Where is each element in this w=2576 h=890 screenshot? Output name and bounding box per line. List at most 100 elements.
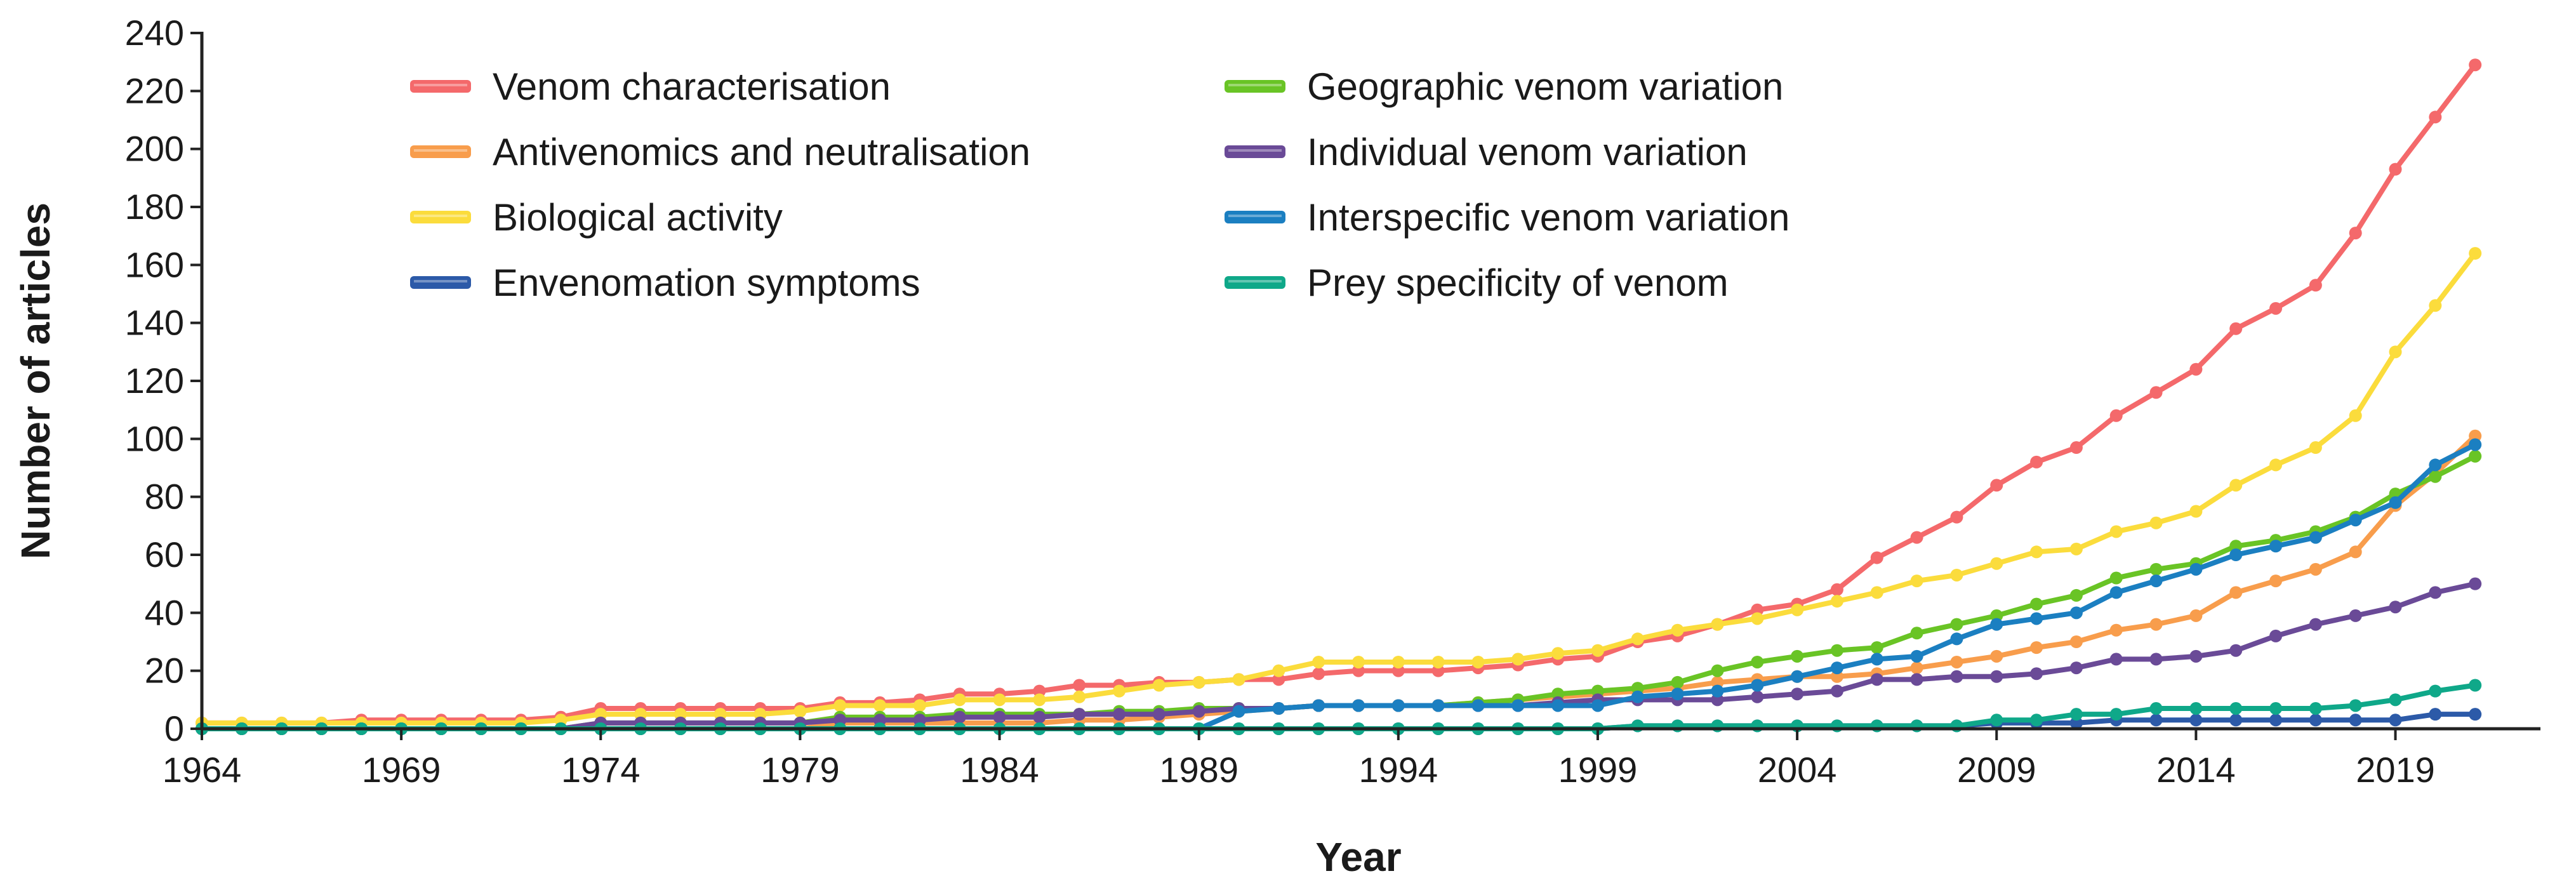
data-point xyxy=(2069,661,2083,675)
series-line xyxy=(199,442,2478,731)
data-point xyxy=(2389,693,2402,707)
data-point xyxy=(2389,163,2402,176)
data-point xyxy=(1631,632,1644,646)
data-point xyxy=(1591,644,1604,657)
data-point xyxy=(2069,708,2083,721)
data-point xyxy=(2429,470,2442,483)
data-point xyxy=(1751,603,1764,616)
data-point xyxy=(1830,583,1843,596)
data-point xyxy=(1671,675,1684,689)
legend-swatch xyxy=(1225,211,1285,223)
data-point xyxy=(2389,345,2402,359)
data-point xyxy=(1830,670,1843,683)
data-point xyxy=(1990,609,2003,622)
data-point xyxy=(2149,575,2163,588)
y-axis-title: Number of articles xyxy=(13,203,58,559)
legend-item: Antivenomics and neutralisation xyxy=(410,131,1030,173)
data-point xyxy=(2189,362,2203,376)
data-point xyxy=(2030,612,2043,625)
x-tick-label: 1974 xyxy=(561,750,641,790)
legend-label: Prey specificity of venom xyxy=(1307,262,1729,304)
series-line xyxy=(199,62,2478,726)
data-point xyxy=(1471,699,1485,712)
data-point xyxy=(1870,586,1883,599)
data-point xyxy=(2229,548,2243,561)
data-point xyxy=(2109,653,2123,666)
data-point xyxy=(1791,670,1804,683)
x-tick-label: 2014 xyxy=(2156,750,2236,790)
data-point xyxy=(1591,699,1604,712)
y-tick-label: 60 xyxy=(145,535,184,575)
legend-swatch xyxy=(1225,80,1285,93)
data-point xyxy=(913,699,926,712)
data-point xyxy=(1791,603,1804,616)
y-tick-label: 160 xyxy=(125,244,184,284)
data-point xyxy=(1990,479,2003,492)
data-point xyxy=(953,710,966,724)
data-point xyxy=(873,699,887,712)
data-point xyxy=(2069,716,2083,729)
data-point xyxy=(1751,690,1764,703)
data-point xyxy=(2269,714,2283,727)
series-line xyxy=(199,453,2478,731)
data-point xyxy=(2429,684,2442,698)
data-point xyxy=(793,705,807,718)
x-tick-label: 2004 xyxy=(1758,750,1837,790)
data-point xyxy=(1711,618,1724,631)
data-point xyxy=(1910,673,1923,686)
data-point xyxy=(2189,505,2203,518)
x-tick-label: 1979 xyxy=(760,750,840,790)
legend-label: Venom characterisation xyxy=(493,65,891,108)
y-tick-label: 200 xyxy=(125,129,184,169)
data-point xyxy=(833,714,847,727)
data-point xyxy=(1870,653,1883,666)
data-point xyxy=(1751,655,1764,668)
data-point xyxy=(1671,687,1684,701)
data-point xyxy=(2149,714,2163,727)
data-point xyxy=(2189,714,2203,727)
data-point xyxy=(1152,679,1165,692)
x-axis-ticks: 1964 1969 1974 1979 1984 1989 1994 1999 2004 2009… xyxy=(163,729,2435,790)
data-point xyxy=(833,699,847,712)
data-point xyxy=(1711,684,1724,698)
data-point xyxy=(1192,675,1205,689)
data-point xyxy=(1391,664,1405,677)
data-point xyxy=(1791,687,1804,701)
y-tick-label: 140 xyxy=(125,303,184,343)
legend-swatch xyxy=(410,276,471,289)
data-point xyxy=(2349,699,2362,712)
data-point xyxy=(2069,606,2083,620)
x-tick-label: 1969 xyxy=(362,750,441,790)
data-point xyxy=(2069,441,2083,455)
data-point xyxy=(2069,542,2083,555)
data-point xyxy=(2349,409,2362,422)
data-point xyxy=(2389,496,2402,509)
data-point xyxy=(2269,702,2283,715)
data-point xyxy=(1751,612,1764,625)
data-point xyxy=(1950,618,1963,631)
legend-label: Geographic venom variation xyxy=(1307,65,1783,108)
data-point xyxy=(1671,623,1684,637)
data-point xyxy=(1391,655,1405,668)
data-point xyxy=(2389,601,2402,614)
data-point xyxy=(1272,664,1285,677)
x-tick-label: 1989 xyxy=(1159,750,1238,790)
series-geographic-venom-variation xyxy=(196,449,2482,735)
data-point xyxy=(1591,684,1604,698)
data-point xyxy=(1990,714,2003,727)
data-point xyxy=(674,708,687,721)
data-point xyxy=(2269,458,2283,472)
data-point xyxy=(1631,682,1644,695)
legend-label: Antivenomics and neutralisation xyxy=(493,131,1030,173)
data-point xyxy=(2269,629,2283,642)
data-point xyxy=(2309,714,2322,727)
data-point xyxy=(2030,667,2043,681)
data-point xyxy=(2309,702,2322,715)
data-point xyxy=(873,714,887,727)
data-point xyxy=(2429,110,2442,124)
data-point xyxy=(1950,510,1963,524)
legend-label: Interspecific venom variation xyxy=(1307,196,1789,239)
x-tick-label: 2019 xyxy=(2356,750,2435,790)
legend: Venom characterisation Antivenomics and n… xyxy=(410,65,1789,304)
data-point xyxy=(2269,302,2283,315)
